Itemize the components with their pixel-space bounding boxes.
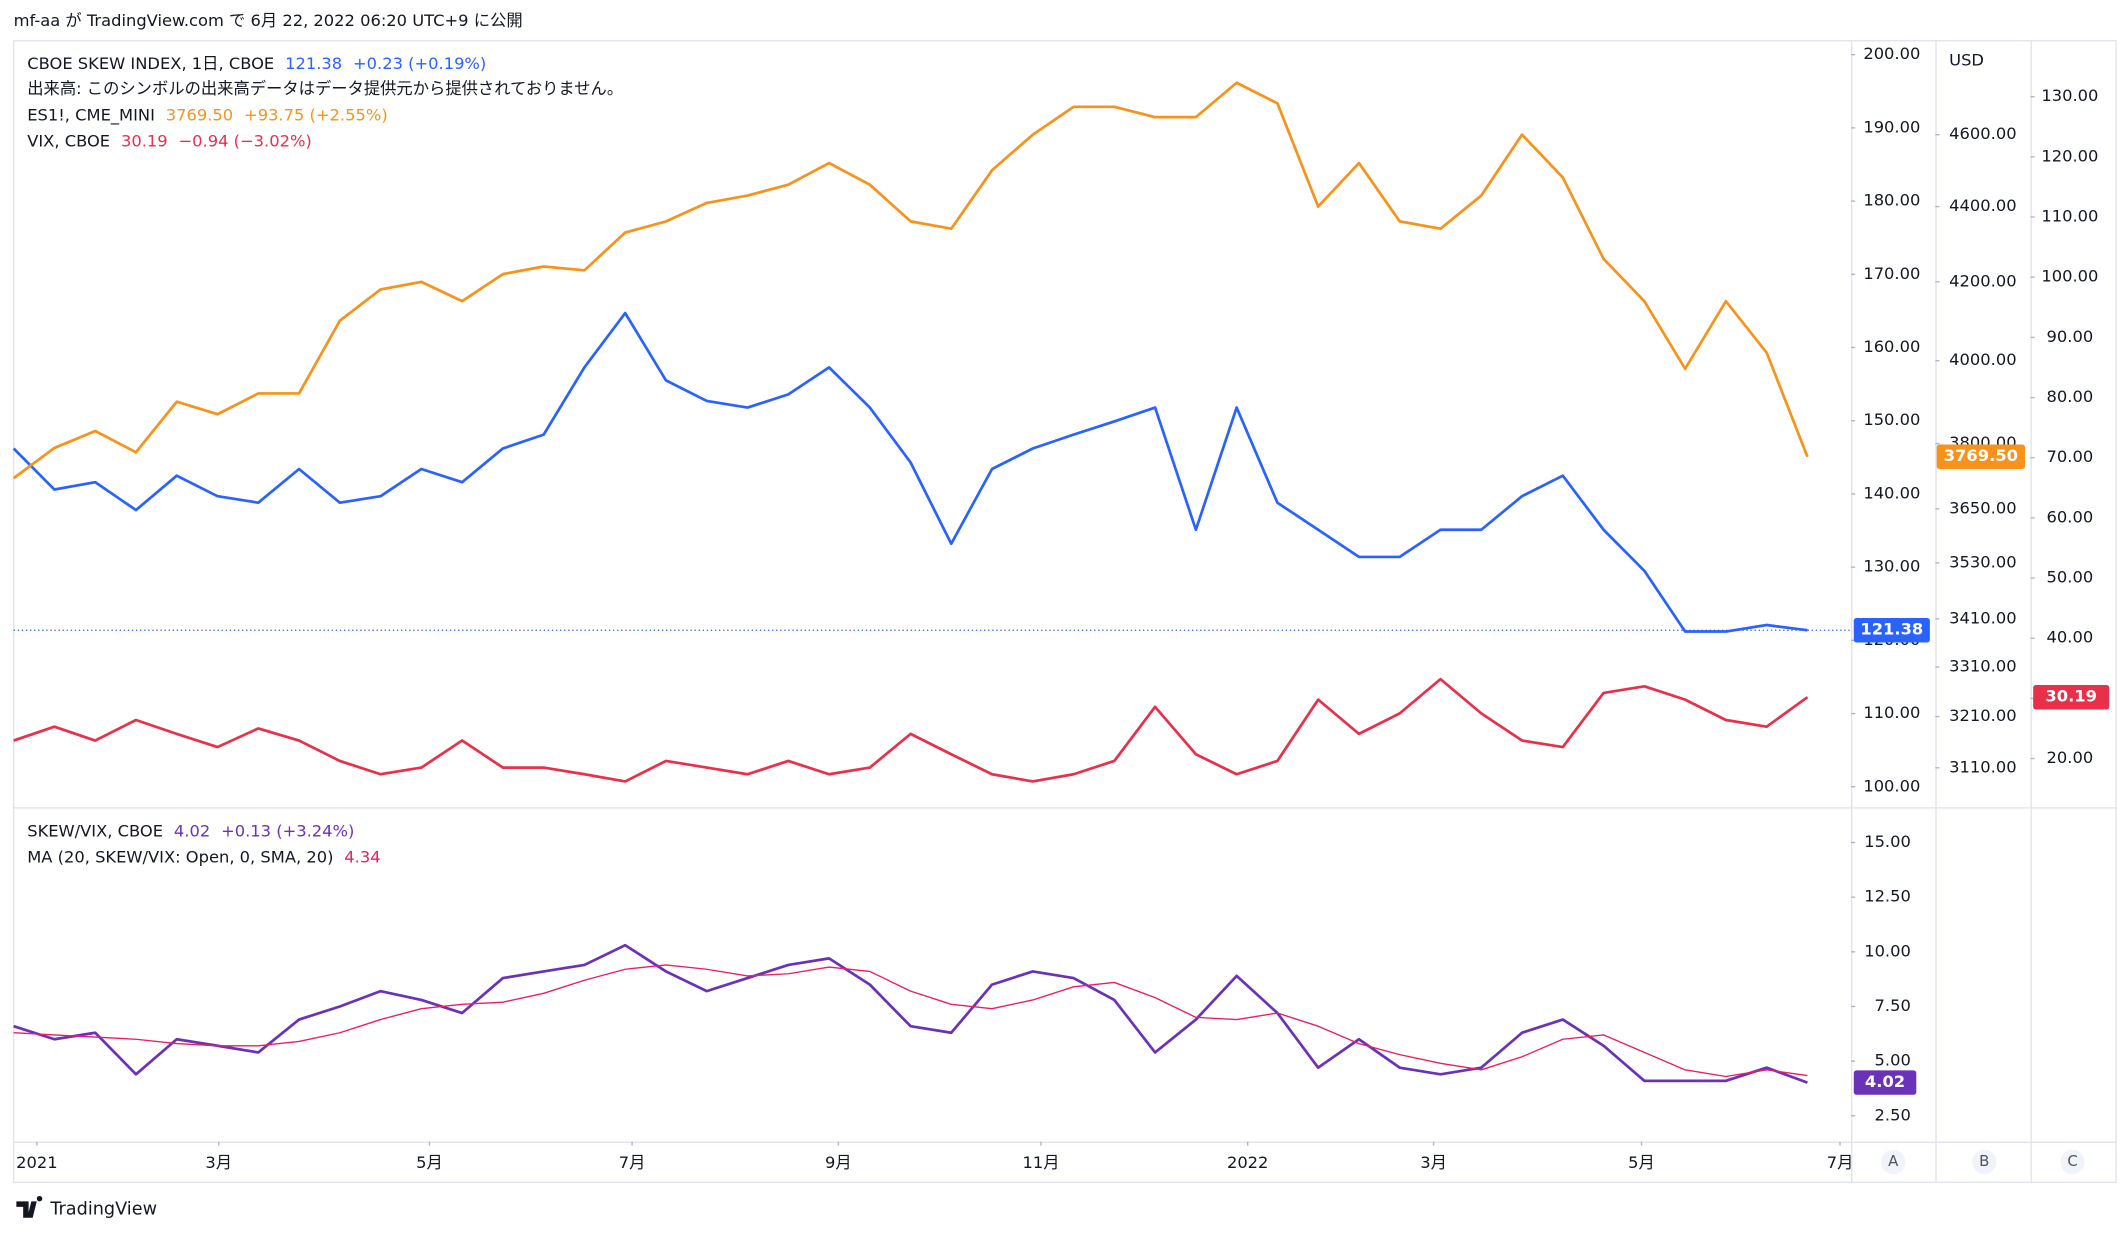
legend-entry: CBOE SKEW INDEX, 1日, CBOE 121.38 +0.23 (+0… [27, 53, 486, 72]
legend-change: +93.75 (+2.55%) [244, 105, 388, 124]
y-tick-label: 180.00 [1863, 191, 1920, 210]
legend-entry: MA (20, SKEW/VIX: Open, 0, SMA, 20) 4.34 [27, 847, 380, 866]
y-tick-label: 130.00 [2041, 86, 2098, 105]
y-tick-label: 70.00 [2047, 447, 2094, 466]
y-tick-label: 7.50 [1875, 996, 1911, 1015]
currency-label: USD [1949, 51, 1984, 70]
legend-value: 4.02 [174, 821, 210, 840]
price-tag-label: 30.19 [2045, 687, 2097, 706]
y-tick-label: 15.00 [1864, 832, 1911, 851]
y-tick-label: 4400.00 [1949, 196, 2016, 215]
y-tick-label: 3650.00 [1949, 498, 2016, 517]
x-tick-label: 3月 [1420, 1153, 1447, 1172]
legend-change: +0.23 (+0.19%) [353, 53, 486, 72]
y-tick-label: 120.00 [2041, 146, 2098, 165]
y-tick-label: 100.00 [2041, 267, 2098, 286]
legend-entry: SKEW/VIX, CBOE 4.02 +0.13 (+3.24%) [27, 821, 354, 840]
y-tick-label: 110.00 [1863, 703, 1920, 722]
price-tag [1853, 618, 1930, 643]
scale-button-label[interactable]: C [2067, 1152, 2077, 1170]
series-line [12, 81, 1809, 480]
y-tick-label: 40.00 [2047, 628, 2094, 647]
y-tick-label: 4000.00 [1949, 350, 2016, 369]
legend-name: SKEW/VIX, CBOE [27, 821, 163, 840]
price-tag [1853, 1070, 1917, 1095]
legend-value: 30.19 [121, 131, 168, 150]
y-tick-label: 110.00 [2041, 207, 2098, 226]
y-tick-label: 3110.00 [1949, 757, 2016, 776]
legend-name: MA (20, SKEW/VIX: Open, 0, SMA, 20) [27, 847, 333, 866]
y-tick-label: 80.00 [2047, 387, 2094, 406]
tv-logo [16, 1195, 43, 1218]
y-tick-label: 2.50 [1875, 1105, 1911, 1124]
y-tick-label: 3210.00 [1949, 706, 2016, 725]
legend-value: 3769.50 [166, 105, 233, 124]
publish-header: mf-aa が TradingView.com で 6月 22, 2022 06… [14, 11, 523, 30]
y-tick-label: 190.00 [1863, 117, 1920, 136]
y-tick-label: 100.00 [1863, 776, 1920, 795]
y-tick-label: 130.00 [1863, 557, 1920, 576]
x-tick-label: 7月 [1827, 1153, 1854, 1172]
legend-value: 4.34 [344, 847, 380, 866]
price-tag-label: 3769.50 [1944, 446, 2018, 465]
volume-note: 出来高: このシンボルの出来高データはデータ提供元から提供されておりません。 [27, 79, 623, 98]
x-tick-label: 11月 [1022, 1153, 1059, 1172]
scale-button-label[interactable]: B [1979, 1152, 1989, 1170]
y-tick-label: 5.00 [1875, 1051, 1911, 1070]
y-tick-label: 3310.00 [1949, 656, 2016, 675]
y-tick-label: 60.00 [2047, 507, 2094, 526]
series-line [13, 943, 1808, 1084]
scale-button-label[interactable]: A [1888, 1152, 1899, 1170]
x-tick-label: 2021 [16, 1153, 57, 1172]
legend-entry: ES1!, CME_MINI 3769.50 +93.75 (+2.55%) [27, 105, 387, 125]
scale-button[interactable] [1880, 1149, 1906, 1175]
x-tick-label: 3月 [205, 1153, 232, 1172]
price-tag [2033, 684, 2110, 710]
x-tick-label: 2022 [1227, 1153, 1268, 1172]
series-line [13, 677, 1809, 783]
legend-entry: VIX, CBOE 30.19 −0.94 (−3.02%) [27, 131, 312, 150]
legend-name: ES1!, CME_MINI [27, 105, 155, 125]
y-tick-label: 10.00 [1864, 941, 1911, 960]
y-tick-label: 140.00 [1863, 483, 1920, 502]
y-tick-label: 3410.00 [1949, 608, 2016, 627]
chart-frame [12, 40, 2117, 1184]
price-tag-label: 121.38 [1860, 620, 1923, 639]
legend-change: +0.13 (+3.24%) [221, 821, 354, 840]
x-tick-label: 5月 [1628, 1153, 1655, 1172]
scale-button[interactable] [1972, 1149, 1997, 1175]
y-tick-label: 50.00 [2047, 568, 2094, 587]
y-tick-label: 12.50 [1864, 887, 1911, 906]
y-tick-label: 90.00 [2047, 327, 2094, 346]
x-tick-label: 9月 [825, 1153, 852, 1172]
x-tick-label: 5月 [416, 1153, 443, 1172]
series-line [12, 311, 1808, 633]
series-line [13, 964, 1808, 1078]
price-tag-label: 4.02 [1865, 1072, 1905, 1091]
y-tick-label: 200.00 [1863, 44, 1920, 63]
y-tick-label: 4200.00 [1949, 271, 2016, 290]
y-tick-label: 160.00 [1863, 337, 1920, 356]
footer-brand: TradingView [49, 1200, 157, 1220]
y-tick-label: 3530.00 [1949, 552, 2016, 571]
price-tag [1936, 444, 2026, 469]
y-tick-label: 170.00 [1863, 264, 1920, 283]
scale-button[interactable] [2060, 1149, 2085, 1175]
legend-name: VIX, CBOE [27, 131, 110, 150]
legend-value: 121.38 [285, 53, 342, 72]
y-tick-label: 20.00 [2047, 748, 2094, 767]
y-tick-label: 4600.00 [1949, 124, 2016, 143]
legend-change: −0.94 (−3.02%) [179, 131, 312, 150]
y-tick-label: 150.00 [1863, 410, 1920, 429]
legend-name: CBOE SKEW INDEX, 1日, CBOE [27, 53, 274, 72]
x-tick-label: 7月 [619, 1153, 646, 1172]
